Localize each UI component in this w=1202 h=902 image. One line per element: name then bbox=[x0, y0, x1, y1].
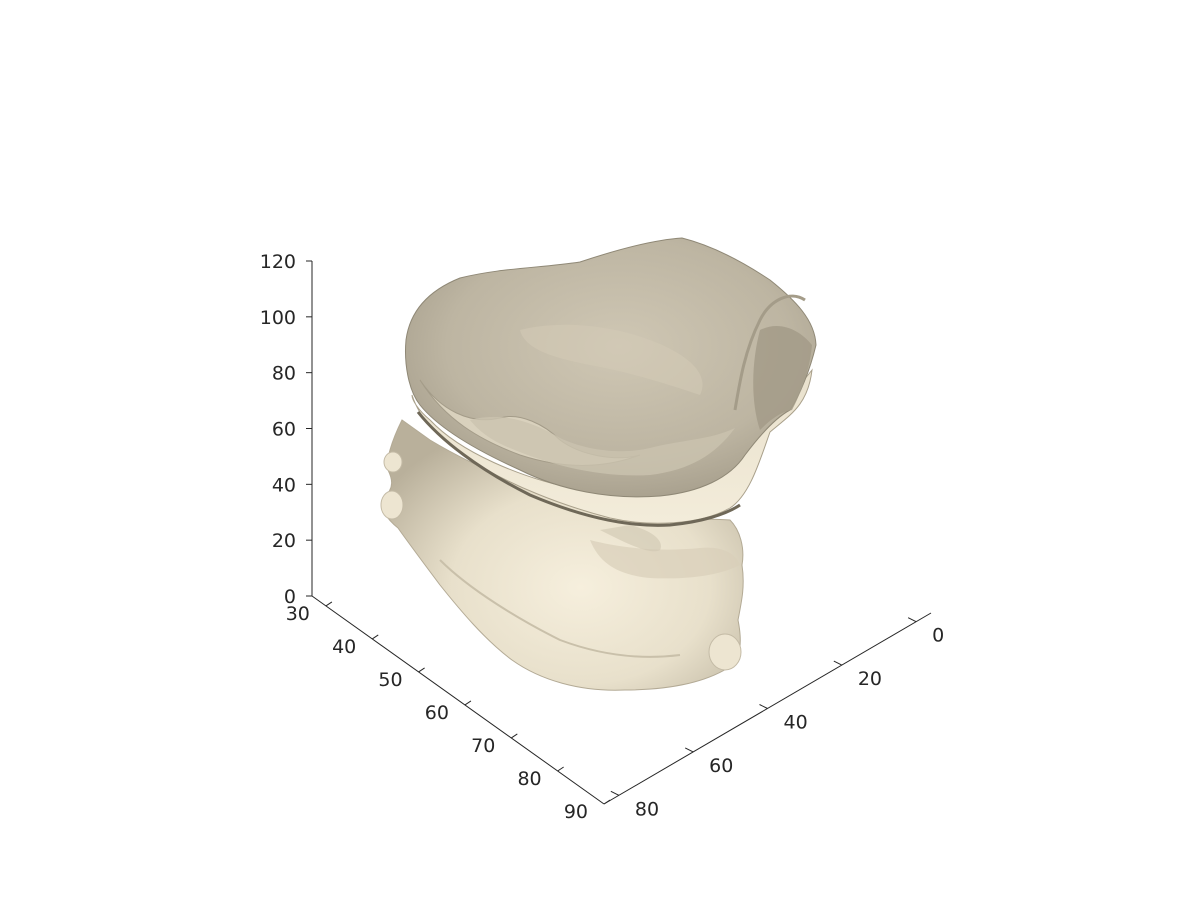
left-axis-tick-label: 80 bbox=[517, 768, 541, 790]
left-axis-tick-label: 90 bbox=[564, 801, 588, 823]
right-axis-tick-label: 60 bbox=[709, 755, 733, 777]
z-axis-ticks: 0 20 40 60 80 100 120 bbox=[260, 251, 312, 608]
right-axis-tick-label: 80 bbox=[635, 798, 659, 820]
z-axis-tick-label: 20 bbox=[272, 530, 296, 552]
right-axis: 0 20 40 60 80 bbox=[603, 612, 944, 820]
right-axis-tick-mark bbox=[833, 660, 843, 666]
right-axis-tick-label: 40 bbox=[784, 712, 808, 734]
plateau-fold bbox=[470, 416, 735, 476]
lower-bone-knob-1 bbox=[708, 633, 742, 671]
z-axis-tick-label: 40 bbox=[272, 474, 296, 496]
plateau-ridge bbox=[733, 294, 806, 411]
left-axis-line bbox=[311, 595, 605, 805]
z-axis-tick-label: 60 bbox=[272, 419, 296, 441]
left-axis-tick-label: 30 bbox=[286, 603, 310, 625]
left-axis-tick-mark bbox=[557, 766, 564, 772]
right-axis-tick-label: 20 bbox=[858, 668, 882, 690]
right-axis-ticks: 0 20 40 60 80 bbox=[610, 617, 944, 820]
left-axis-tick-mark bbox=[371, 634, 379, 640]
left-axis-tick-mark bbox=[511, 733, 518, 739]
left-axis-tick-label: 50 bbox=[378, 669, 402, 691]
plateau-side-face bbox=[753, 325, 812, 430]
z-axis-tick-label: 120 bbox=[260, 251, 296, 273]
right-axis-tick-label: 0 bbox=[932, 625, 944, 647]
plateau-seam bbox=[416, 411, 741, 527]
z-axis: 0 20 40 60 80 100 120 bbox=[260, 251, 313, 608]
z-axis-tick-label: 80 bbox=[272, 363, 296, 385]
lower-bone-shadow bbox=[590, 540, 740, 579]
left-axis-tick-label: 40 bbox=[332, 636, 356, 658]
bone-surface bbox=[380, 237, 817, 691]
z-axis-tick-label: 100 bbox=[260, 307, 296, 329]
left-axis-tick-label: 60 bbox=[425, 702, 449, 724]
lower-bone-groove bbox=[600, 525, 661, 552]
left-axis-ticks: 30 40 50 60 70 80 90 bbox=[286, 601, 611, 823]
right-axis-tick-mark bbox=[610, 790, 620, 796]
left-axis-tick-mark bbox=[418, 667, 425, 673]
plateau-highlight bbox=[520, 324, 703, 395]
lower-bone-knob-3 bbox=[383, 451, 403, 473]
right-axis-tick-mark bbox=[907, 617, 917, 623]
left-axis: 30 40 50 60 70 80 90 bbox=[286, 595, 611, 823]
lower-bone-knob-2 bbox=[380, 490, 404, 520]
right-axis-tick-mark bbox=[759, 704, 768, 709]
top-bone-rim bbox=[411, 368, 813, 524]
left-axis-tick-mark bbox=[325, 601, 333, 607]
z-axis-tick-label: 0 bbox=[284, 586, 296, 608]
left-axis-tick-label: 70 bbox=[471, 735, 495, 757]
right-axis-tick-mark bbox=[684, 747, 694, 753]
lower-bone-ridge bbox=[439, 559, 681, 658]
left-axis-tick-mark bbox=[464, 700, 472, 706]
